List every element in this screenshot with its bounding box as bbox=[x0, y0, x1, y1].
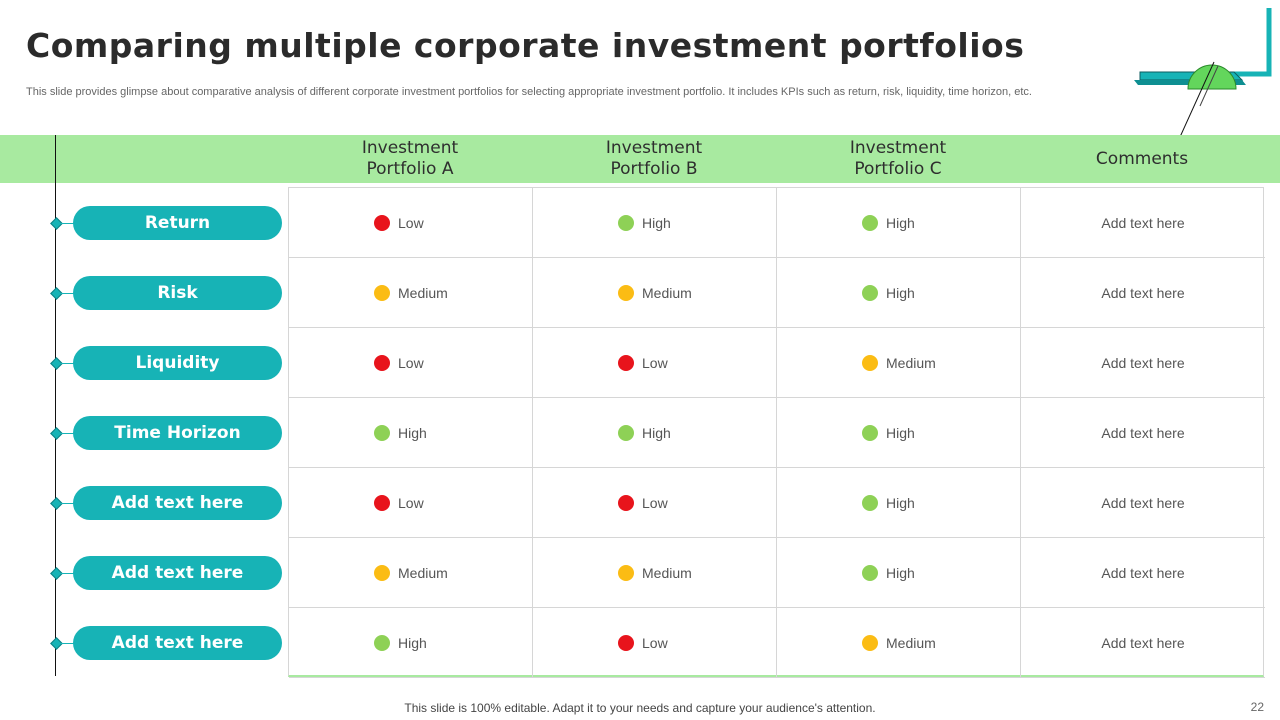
rating-text: High bbox=[398, 634, 427, 651]
rating-cell: High bbox=[777, 188, 1021, 258]
rating-dot-icon bbox=[618, 424, 634, 441]
rating-cell: Low bbox=[533, 608, 777, 678]
rating-dot-icon bbox=[862, 634, 878, 651]
comment-cell: Add text here bbox=[1021, 468, 1265, 538]
rating-dot-icon bbox=[374, 214, 390, 231]
rating-text: Low bbox=[642, 354, 668, 371]
rating-dot-icon bbox=[618, 494, 634, 511]
rating-cell: High bbox=[777, 398, 1021, 468]
rating-dot-icon bbox=[862, 214, 878, 231]
rating-cell: Medium bbox=[289, 538, 533, 608]
row-label-pill: Risk bbox=[73, 276, 282, 310]
rating-dot-icon bbox=[374, 564, 390, 581]
rating-cell: Low bbox=[533, 468, 777, 538]
rating-dot-icon bbox=[618, 634, 634, 651]
rating-text: High bbox=[886, 214, 915, 231]
row-label-pill: Return bbox=[73, 206, 282, 240]
rating-text: High bbox=[886, 284, 915, 301]
column-header-1: Investment Portfolio A bbox=[361, 138, 459, 179]
rating-dot-icon bbox=[374, 424, 390, 441]
rating-cell: Medium bbox=[533, 538, 777, 608]
slide-subtitle: This slide provides glimpse about compar… bbox=[26, 86, 1032, 98]
rating-cell: High bbox=[777, 538, 1021, 608]
rating-text: Medium bbox=[886, 354, 936, 371]
rating-cell: Low bbox=[289, 188, 533, 258]
column-header-2: Investment Portfolio B bbox=[605, 138, 703, 179]
footer-note: This slide is 100% editable. Adapt it to… bbox=[404, 701, 876, 715]
row-label-pill: Add text here bbox=[73, 486, 282, 520]
rating-cell: High bbox=[533, 188, 777, 258]
rating-text: High bbox=[886, 424, 915, 441]
rating-cell: Low bbox=[289, 328, 533, 398]
rating-cell: Low bbox=[533, 328, 777, 398]
timeline-connector bbox=[58, 223, 74, 224]
rating-text: High bbox=[642, 214, 671, 231]
rating-dot-icon bbox=[374, 634, 390, 651]
comment-cell: Add text here bbox=[1021, 398, 1265, 468]
column-header-4: Comments bbox=[1095, 148, 1189, 169]
timeline-connector bbox=[58, 503, 74, 504]
rating-text: Medium bbox=[642, 564, 692, 581]
rating-dot-icon bbox=[618, 214, 634, 231]
rating-text: High bbox=[886, 564, 915, 581]
rating-text: Medium bbox=[886, 634, 936, 651]
rating-text: High bbox=[398, 424, 427, 441]
rating-text: Medium bbox=[398, 564, 448, 581]
rating-dot-icon bbox=[862, 354, 878, 371]
rating-text: Low bbox=[398, 354, 424, 371]
rating-text: High bbox=[642, 424, 671, 441]
decorative-corner-graphic bbox=[1134, 8, 1272, 138]
rating-dot-icon bbox=[374, 354, 390, 371]
rating-dot-icon bbox=[862, 494, 878, 511]
rating-cell: Medium bbox=[777, 328, 1021, 398]
comment-cell: Add text here bbox=[1021, 608, 1265, 678]
rating-cell: Medium bbox=[777, 608, 1021, 678]
rating-cell: High bbox=[777, 258, 1021, 328]
rating-dot-icon bbox=[862, 564, 878, 581]
rating-cell: High bbox=[289, 398, 533, 468]
rating-dot-icon bbox=[374, 284, 390, 301]
timeline-connector bbox=[58, 433, 74, 434]
comment-cell: Add text here bbox=[1021, 258, 1265, 328]
rating-cell: High bbox=[777, 468, 1021, 538]
rating-text: Low bbox=[642, 494, 668, 511]
row-label-pill: Liquidity bbox=[73, 346, 282, 380]
comment-cell: Add text here bbox=[1021, 188, 1265, 258]
rating-text: Medium bbox=[398, 284, 448, 301]
rating-dot-icon bbox=[862, 424, 878, 441]
rating-dot-icon bbox=[374, 494, 390, 511]
row-label-pill: Add text here bbox=[73, 626, 282, 660]
rating-text: High bbox=[886, 494, 915, 511]
timeline-connector bbox=[58, 573, 74, 574]
rating-text: Low bbox=[398, 494, 424, 511]
rating-text: Low bbox=[642, 634, 668, 651]
timeline-line bbox=[55, 135, 56, 676]
rating-dot-icon bbox=[862, 284, 878, 301]
rating-cell: High bbox=[289, 608, 533, 678]
rating-cell: Medium bbox=[533, 258, 777, 328]
timeline-connector bbox=[58, 293, 74, 294]
rating-cell: Medium bbox=[289, 258, 533, 328]
comment-cell: Add text here bbox=[1021, 538, 1265, 608]
row-label-pill: Time Horizon bbox=[73, 416, 282, 450]
rating-dot-icon bbox=[618, 284, 634, 301]
column-header-3: Investment Portfolio C bbox=[849, 138, 947, 179]
timeline-connector bbox=[58, 643, 74, 644]
rating-cell: High bbox=[533, 398, 777, 468]
slide-title: Comparing multiple corporate investment … bbox=[26, 26, 1025, 65]
rating-cell: Low bbox=[289, 468, 533, 538]
rating-text: Medium bbox=[642, 284, 692, 301]
comment-cell: Add text here bbox=[1021, 328, 1265, 398]
rating-dot-icon bbox=[618, 354, 634, 371]
table-header-band bbox=[0, 135, 1280, 183]
timeline-connector bbox=[58, 363, 74, 364]
page-number: 22 bbox=[1250, 700, 1264, 714]
rating-dot-icon bbox=[618, 564, 634, 581]
row-label-pill: Add text here bbox=[73, 556, 282, 590]
comparison-table: Low High High Add text here Medium Medium High… bbox=[288, 187, 1265, 678]
rating-text: Low bbox=[398, 214, 424, 231]
